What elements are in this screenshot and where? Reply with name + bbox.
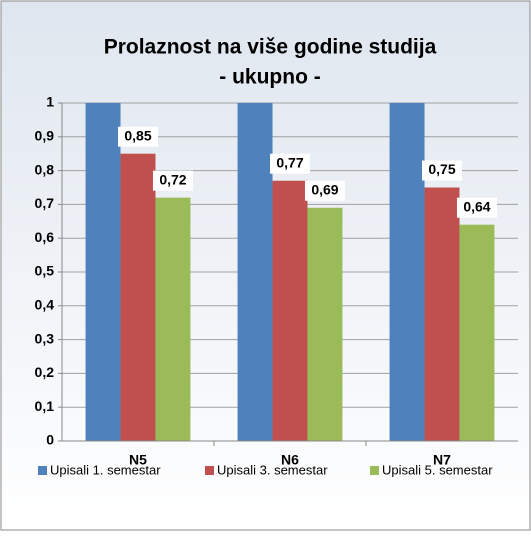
y-tick-label: 1	[46, 94, 54, 110]
data-label-bg	[118, 126, 158, 147]
y-tick-label: 0,5	[35, 263, 55, 279]
data-label-bg	[422, 160, 462, 181]
chart-title: Prolaznost na više godine studija	[104, 36, 437, 59]
data-label-bg	[270, 153, 310, 174]
y-tick-label: 0,9	[35, 128, 55, 144]
bar	[155, 197, 191, 441]
data-label-bg	[152, 170, 193, 191]
data-label: 0,64	[463, 198, 490, 214]
data-label: 0,85	[124, 127, 151, 143]
bar	[389, 103, 425, 441]
legend-swatch	[205, 466, 214, 475]
x-tick-label: N5	[129, 452, 147, 468]
legend-label: Upisali 1. semestar	[50, 462, 161, 477]
bar	[120, 153, 156, 441]
chart-subtitle: - ukupno -	[219, 66, 320, 89]
y-tick-label: 0,4	[35, 297, 55, 313]
bar	[424, 187, 460, 441]
data-label: 0,75	[428, 161, 455, 177]
y-tick-label: 0,6	[35, 229, 55, 245]
data-label: 0,72	[159, 171, 186, 187]
x-tick-label: N6	[281, 452, 299, 468]
y-tick-label: 0	[46, 432, 54, 448]
data-label-bg	[456, 197, 497, 218]
y-tick-label: 0,3	[35, 330, 55, 346]
bar	[237, 103, 273, 441]
legend-swatch	[38, 466, 47, 475]
bar	[85, 103, 121, 441]
y-tick-label: 0,1	[35, 398, 55, 414]
legend-label: Upisali 5. semestar	[382, 462, 493, 477]
y-tick-label: 0,8	[35, 161, 55, 177]
x-tick-label: N7	[433, 452, 451, 468]
bar	[272, 180, 308, 442]
y-tick-label: 0,7	[35, 195, 55, 211]
y-tick-label: 0,2	[35, 364, 55, 380]
bar	[459, 224, 495, 441]
legend-label: Upisali 3. semestar	[217, 462, 328, 477]
bar	[307, 207, 343, 441]
data-label-bg	[304, 180, 345, 201]
data-label: 0,77	[276, 154, 303, 170]
legend-swatch	[370, 466, 379, 475]
data-label: 0,69	[311, 181, 338, 197]
